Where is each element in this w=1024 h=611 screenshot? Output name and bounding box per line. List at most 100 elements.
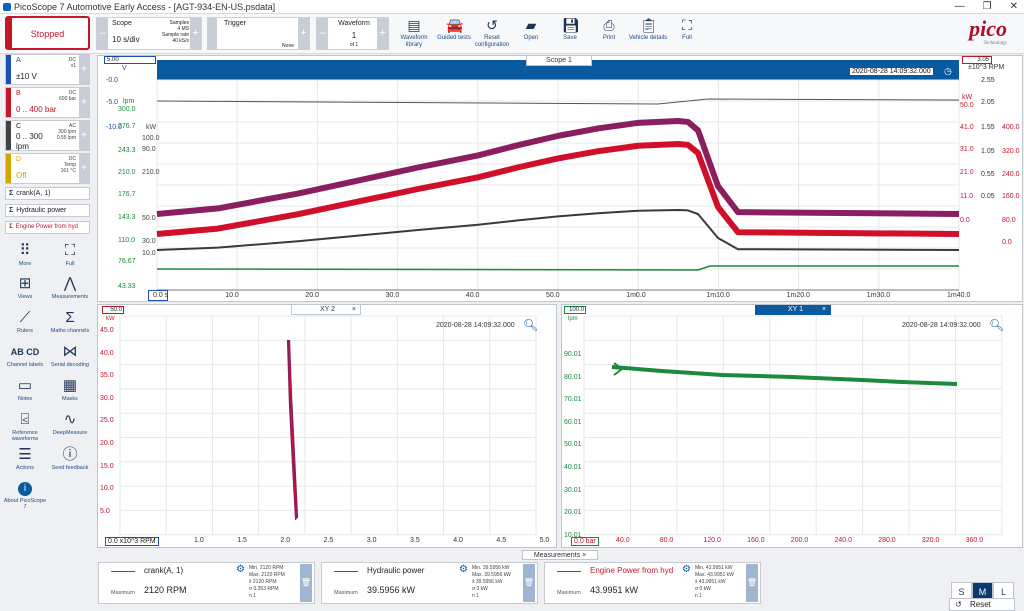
- channel-b[interactable]: B 0 .. 400 bar DC 600 bar +: [5, 87, 90, 118]
- timebase-plus-button[interactable]: +: [190, 18, 201, 49]
- guided-tests-button[interactable]: 🚘 Guided tests: [437, 17, 471, 41]
- serial-decoding-button[interactable]: ⋈ Serial decoding: [48, 343, 92, 369]
- xy-1-panel[interactable]: XY 1 × 100.0 2020-08-28 14:09:32.000 🔍︎ l…: [561, 304, 1023, 548]
- channel-b-expand-button[interactable]: +: [79, 88, 89, 117]
- math-scale-box[interactable]: 3.05: [962, 56, 992, 64]
- y-tick-label: 90.01: [564, 351, 582, 358]
- xy1-x-unit[interactable]: 0.0 bar: [571, 537, 599, 546]
- waveform-next-button[interactable]: +: [377, 18, 388, 49]
- reset-configuration-button[interactable]: ↺ Reset configuration: [474, 17, 510, 48]
- full-button[interactable]: ⛶ Full: [48, 242, 92, 268]
- x-tick-label: 320.0: [921, 537, 940, 544]
- time-start-box[interactable]: [148, 290, 168, 301]
- masks-button[interactable]: ▦ Masks: [48, 378, 92, 403]
- rulers-button[interactable]: ⟋ Rulers: [3, 310, 47, 335]
- x-tick-label: 2.5: [323, 537, 334, 544]
- xy-2-panel[interactable]: XY 2 × 50.0 2020-08-28 14:09:32.000 🔍︎ kW…: [97, 304, 557, 548]
- gear-icon: ⚙: [459, 564, 468, 575]
- maths-channels-button[interactable]: Σ Maths channels: [48, 309, 92, 335]
- deepmeasure-button[interactable]: ∿ DeepMeasure: [48, 412, 92, 437]
- compass-icon: ⋀: [63, 275, 77, 292]
- timebase-minus-button[interactable]: –: [97, 18, 108, 49]
- waveform-group: – Waveform 1 of 1 +: [316, 17, 389, 50]
- fullscreen-icon: ⛶: [64, 242, 76, 259]
- measurement-card[interactable]: Engine Power from hyd Maximum 43.9951 kW ⚙ M…: [544, 562, 761, 604]
- notes-button[interactable]: ▭ Notes: [3, 377, 47, 403]
- sigma-icon: Σ: [65, 309, 75, 326]
- minimize-icon[interactable]: —: [954, 1, 965, 12]
- axis-label: 30.0: [142, 238, 156, 245]
- measurement-card[interactable]: Hydraulic power Maximum 39.5956 kW ⚙ Min. 39…: [321, 562, 538, 604]
- scope-1-panel[interactable]: Scope 1 5.00 3.05 2020-08-28 14:09:32.00…: [97, 55, 1023, 302]
- trigger-group[interactable]: Trigger None +: [207, 17, 310, 50]
- channel-c[interactable]: C 0 .. 300 lpm AC 300 lpm 0.55 lpm +: [5, 120, 90, 151]
- waveform-icon: [111, 571, 135, 581]
- axis-label: -5.0: [106, 99, 119, 106]
- send-feedback-button[interactable]: ⓘ Send feedback: [48, 447, 92, 472]
- waveform-prev-button[interactable]: –: [317, 18, 328, 49]
- save-button[interactable]: 💾︎ Save: [562, 17, 580, 41]
- y-tick-label: 40.01: [564, 464, 582, 471]
- x-tick-label: 0.0 s: [153, 292, 169, 299]
- channel-a[interactable]: A ±10 V DC x1 +: [5, 54, 90, 85]
- y-tick-label: 20.0: [100, 440, 114, 447]
- history-icon[interactable]: ◷: [944, 66, 952, 76]
- tab-xy-2[interactable]: XY 2 ×: [291, 305, 361, 315]
- axis-label: 1.05: [981, 148, 995, 155]
- views-button[interactable]: ⊞ Views: [3, 276, 47, 301]
- tab-scope-1[interactable]: Scope 1: [526, 56, 592, 66]
- measurement-stat: σ 0 kW: [472, 586, 488, 592]
- reference-waveforms-button[interactable]: ⍃ Reference waveforms: [3, 412, 47, 443]
- trigger-expand-button[interactable]: +: [298, 18, 309, 49]
- axis-label: 41.0: [960, 124, 974, 131]
- zoom-icon[interactable]: 🔍︎: [523, 318, 539, 332]
- more-button[interactable]: ⠿ More: [3, 242, 47, 268]
- reset-icon: ↺: [955, 600, 962, 609]
- gear-icon: ⚙: [236, 564, 245, 575]
- xy1-trace-line: [611, 365, 958, 386]
- grid-dots-icon: ⠿: [19, 242, 31, 259]
- waveform-library-button[interactable]: ▤ Waveform library: [400, 17, 428, 48]
- tab-xy-1[interactable]: XY 1 ×: [755, 305, 831, 315]
- waveform-icon: [334, 571, 358, 581]
- close-icon[interactable]: ✕: [1009, 1, 1018, 12]
- about-button[interactable]: i About PicoScope 7: [3, 482, 47, 510]
- window-title: PicoScope 7 Automotive Early Access - [A…: [14, 2, 276, 12]
- trash-icon[interactable]: 🗑︎: [523, 564, 535, 602]
- reset-button[interactable]: ↺ Reset: [949, 598, 1015, 611]
- channel-c-expand-button[interactable]: +: [79, 121, 89, 150]
- measurement-card[interactable]: crank(A, 1) Maximum 2120 RPM ⚙ Min. 2120 RPM…: [98, 562, 315, 604]
- channel-d[interactable]: D Off DC Temp 161 °C +: [5, 153, 90, 184]
- open-button[interactable]: ▰ Open: [523, 17, 539, 41]
- axis-label: 90.0: [142, 146, 156, 153]
- x-tick-label: 10.0: [225, 292, 239, 299]
- measurement-name: Hydraulic power: [367, 566, 425, 575]
- x-tick-label: 1m0.0: [626, 292, 646, 299]
- serial-icon: ⋈: [62, 343, 78, 360]
- channel-a-expand-button[interactable]: +: [79, 55, 89, 84]
- tab-measurements[interactable]: Measurements ×: [522, 550, 598, 560]
- vehicle-details-button[interactable]: 📋︎ Vehicle details: [628, 17, 668, 41]
- y-tick-label: 40.0: [100, 349, 114, 357]
- print-button[interactable]: ⎙ Print: [602, 17, 616, 41]
- channel-a-scale-box[interactable]: 5.00: [104, 56, 156, 64]
- math-channel-engine-power[interactable]: Σ Engine Power from hyd: [5, 221, 90, 234]
- channel-labels-button[interactable]: AB CD Channel labels: [3, 344, 47, 368]
- actions-button[interactable]: ☰ Actions: [3, 447, 47, 472]
- math-channel-hydraulic-power[interactable]: Σ Hydraulic power: [5, 204, 90, 217]
- channel-d-expand-button[interactable]: +: [79, 154, 89, 183]
- maximize-icon[interactable]: ❐: [982, 1, 992, 12]
- trash-icon[interactable]: 🗑︎: [746, 564, 758, 602]
- measurements-button[interactable]: ⋀ Measurements: [48, 275, 92, 301]
- trash-icon[interactable]: 🗑︎: [300, 564, 312, 602]
- xy2-x-unit[interactable]: 0.0 x10^3 RPM: [105, 537, 159, 546]
- full-screen-button[interactable]: ⛶ Full: [667, 16, 707, 42]
- measurement-stat: x̄ 39.5956 kW: [472, 579, 503, 585]
- y-axis-unit: lpm: [123, 98, 135, 105]
- measurement-name: crank(A, 1): [144, 566, 184, 575]
- timebase-value[interactable]: 10 s/div: [112, 35, 140, 44]
- zoom-icon[interactable]: 🔍︎: [989, 318, 1005, 332]
- run-stop-button[interactable]: Stopped: [5, 16, 90, 50]
- notes-icon: ▭: [17, 377, 33, 394]
